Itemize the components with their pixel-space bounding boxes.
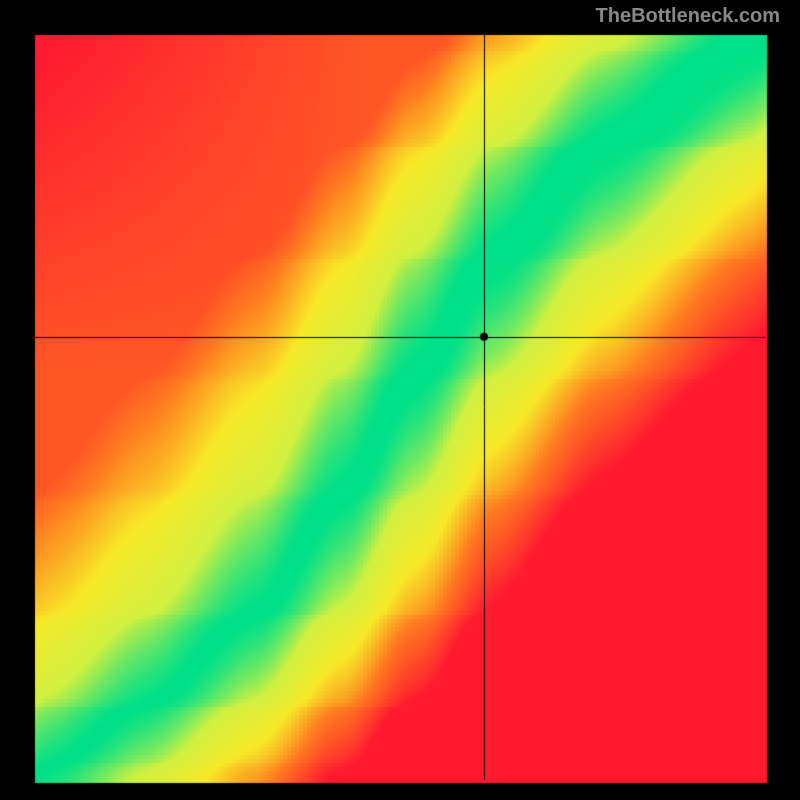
bottleneck-heatmap bbox=[0, 0, 800, 800]
watermark-text: TheBottleneck.com bbox=[596, 5, 780, 28]
chart-container: TheBottleneck.com bbox=[0, 0, 800, 800]
